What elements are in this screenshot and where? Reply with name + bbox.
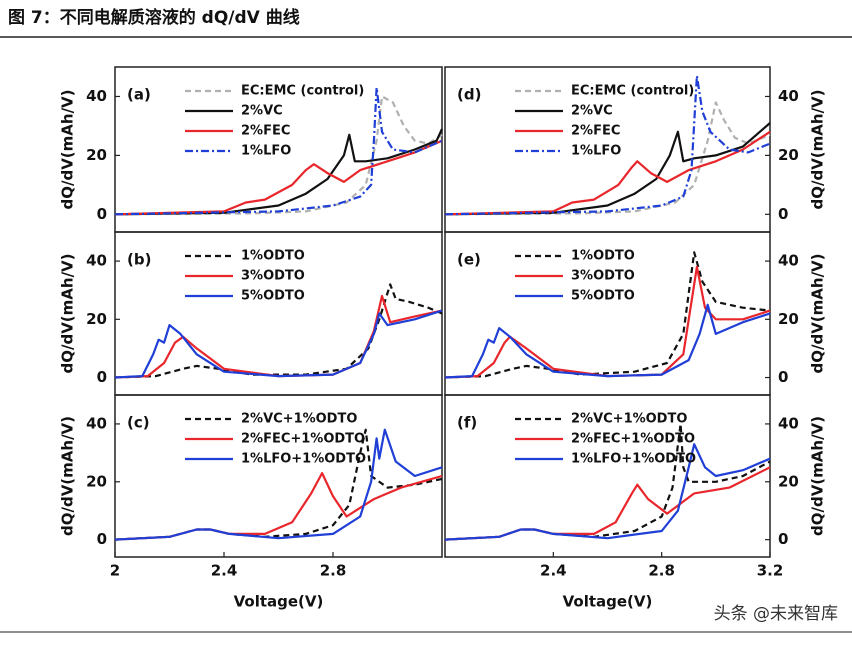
x-axis-label: Voltage(V) xyxy=(234,593,324,611)
legend-label: 2%VC+1%ODTO xyxy=(571,412,687,427)
data-line xyxy=(114,86,443,216)
y-tick-label: 20 xyxy=(86,146,107,164)
legend-label: 2%VC xyxy=(241,104,283,119)
data-line xyxy=(444,74,771,216)
panel-label: (f) xyxy=(457,414,477,432)
y-axis-label: dQ/dV(mAh/V) xyxy=(59,89,77,209)
legend-label: 1%ODTO xyxy=(241,249,305,264)
legend-label: 1%LFO xyxy=(571,144,621,159)
y-axis-label: dQ/dV(mAh/V) xyxy=(59,253,77,373)
legend-label: 2%FEC+1%ODTO xyxy=(241,432,365,447)
y-tick-label: 0 xyxy=(97,368,107,386)
legend-label: 3%ODTO xyxy=(571,269,635,284)
x-tick-label: 3.2 xyxy=(757,562,784,580)
y-tick-label: 0 xyxy=(778,205,788,223)
y-tick-label: 20 xyxy=(86,310,107,328)
data-line xyxy=(444,101,771,216)
y-tick-label: 40 xyxy=(778,252,799,270)
x-tick-label: 2.4 xyxy=(211,562,238,580)
data-line xyxy=(114,309,443,379)
panel-frame xyxy=(444,394,771,558)
panel-label: (d) xyxy=(457,86,481,104)
data-line xyxy=(444,122,771,216)
legend-label: EC:EMC (control) xyxy=(571,84,694,99)
legend-label: 1%LFO+1%ODTO xyxy=(571,452,696,467)
legend-label: 2%FEC xyxy=(571,124,620,139)
y-tick-label: 0 xyxy=(778,530,788,548)
x-tick-label: 2.4 xyxy=(540,562,567,580)
x-tick-label: 2 xyxy=(110,562,120,580)
data-line xyxy=(114,428,443,541)
data-line xyxy=(444,251,771,379)
data-line xyxy=(114,428,443,541)
legend-label: 1%LFO+1%ODTO xyxy=(241,452,366,467)
data-line xyxy=(114,139,443,216)
y-tick-label: 40 xyxy=(778,87,799,105)
data-line xyxy=(444,130,771,216)
y-axis-label: dQ/dV(mAh/V) xyxy=(809,253,827,373)
data-line xyxy=(444,466,771,541)
data-line xyxy=(114,294,443,379)
legend-label: 3%ODTO xyxy=(241,269,305,284)
y-tick-label: 20 xyxy=(778,472,799,490)
x-axis-label: Voltage(V) xyxy=(563,593,653,611)
y-tick-label: 40 xyxy=(778,414,799,432)
y-axis-label: dQ/dV(mAh/V) xyxy=(809,89,827,209)
y-tick-label: 0 xyxy=(97,205,107,223)
x-tick-label: 2.8 xyxy=(320,562,347,580)
y-tick-label: 20 xyxy=(86,472,107,490)
y-tick-label: 40 xyxy=(86,87,107,105)
y-tick-label: 20 xyxy=(778,146,799,164)
panel-label: (a) xyxy=(127,86,151,104)
figure-title: 图 7：不同电解质溶液的 dQ/dV 曲线 xyxy=(8,7,300,28)
legend-label: 2%VC+1%ODTO xyxy=(241,412,357,427)
data-line xyxy=(114,95,443,216)
y-tick-label: 40 xyxy=(86,414,107,432)
y-tick-label: 0 xyxy=(97,530,107,548)
legend-label: 5%ODTO xyxy=(241,289,305,304)
y-axis-label: dQ/dV(mAh/V) xyxy=(59,416,77,536)
legend-label: 5%ODTO xyxy=(571,289,635,304)
y-tick-label: 40 xyxy=(86,252,107,270)
panel-label: (e) xyxy=(457,251,481,269)
data-line xyxy=(444,303,771,379)
legend-label: 1%LFO xyxy=(241,144,291,159)
legend-label: 2%VC xyxy=(571,104,613,119)
y-axis-label: dQ/dV(mAh/V) xyxy=(809,416,827,536)
legend-label: 1%ODTO xyxy=(571,249,635,264)
y-tick-label: 0 xyxy=(778,368,788,386)
legend-label: 2%FEC xyxy=(241,124,290,139)
data-line xyxy=(114,472,443,541)
data-line xyxy=(444,443,771,541)
y-tick-label: 20 xyxy=(778,310,799,328)
legend-label: 2%FEC+1%ODTO xyxy=(571,432,695,447)
legend-label: EC:EMC (control) xyxy=(241,84,364,99)
watermark: 头条 @未来智库 xyxy=(714,604,838,624)
panel-label: (c) xyxy=(127,414,150,432)
data-line xyxy=(114,128,444,216)
x-tick-label: 2.8 xyxy=(648,562,675,580)
panel-label: (b) xyxy=(127,251,151,269)
